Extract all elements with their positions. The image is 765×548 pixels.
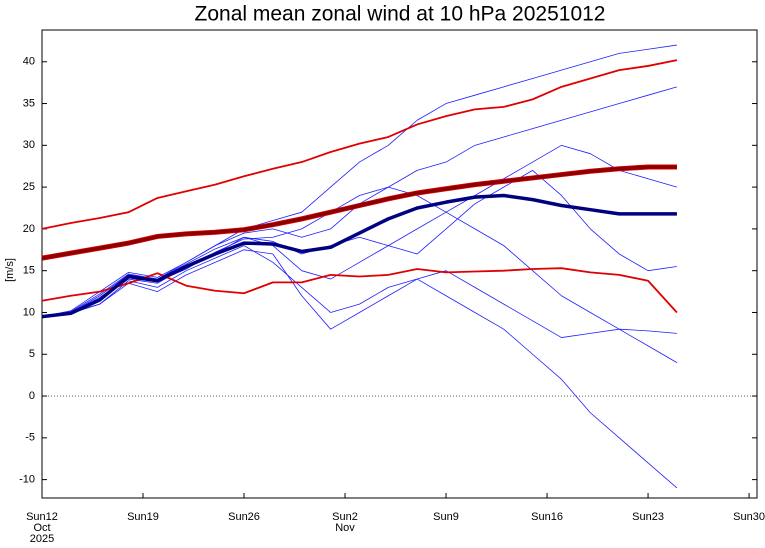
x-year-label: 2025	[30, 533, 54, 545]
x-tick-label: Sun23	[632, 511, 664, 523]
x-month-label: Nov	[335, 522, 355, 534]
y-tick-label: 35	[23, 97, 35, 109]
y-tick-label: -5	[25, 432, 35, 444]
y-tick-label: 0	[29, 390, 35, 402]
series-line	[41, 59, 678, 230]
series-line	[41, 86, 678, 318]
y-tick-label: 25	[23, 181, 35, 193]
y-tick-label: 40	[23, 56, 35, 68]
x-tick-label: Sun30	[733, 511, 765, 523]
series-line	[41, 165, 677, 260]
series-line	[41, 211, 678, 363]
x-tick-label: Sun16	[531, 511, 563, 523]
x-tick-label: Sun2	[332, 511, 358, 523]
y-tick-label: 30	[23, 139, 35, 151]
x-month-label: Oct	[33, 522, 50, 534]
chart-title: Zonal mean zonal wind at 10 hPa 20251012	[195, 3, 606, 26]
series-line	[41, 245, 678, 489]
y-tick-label: -10	[19, 474, 35, 486]
y-tick-label: 10	[23, 306, 35, 318]
x-tick-label: Sun9	[433, 511, 459, 523]
y-tick-label: 20	[23, 223, 35, 235]
y-tick-label: 5	[29, 348, 35, 360]
y-axis-label: [m/s]	[4, 258, 16, 282]
plot-frame	[41, 29, 758, 499]
x-tick-label: Sun12	[26, 511, 58, 523]
x-tick-label: Sun26	[228, 511, 260, 523]
series-line	[41, 193, 677, 319]
series-line	[41, 267, 678, 314]
y-tick-label: 15	[23, 265, 35, 277]
series-line	[41, 249, 677, 338]
x-tick-label: Sun19	[127, 511, 159, 523]
series-outline	[41, 164, 677, 261]
